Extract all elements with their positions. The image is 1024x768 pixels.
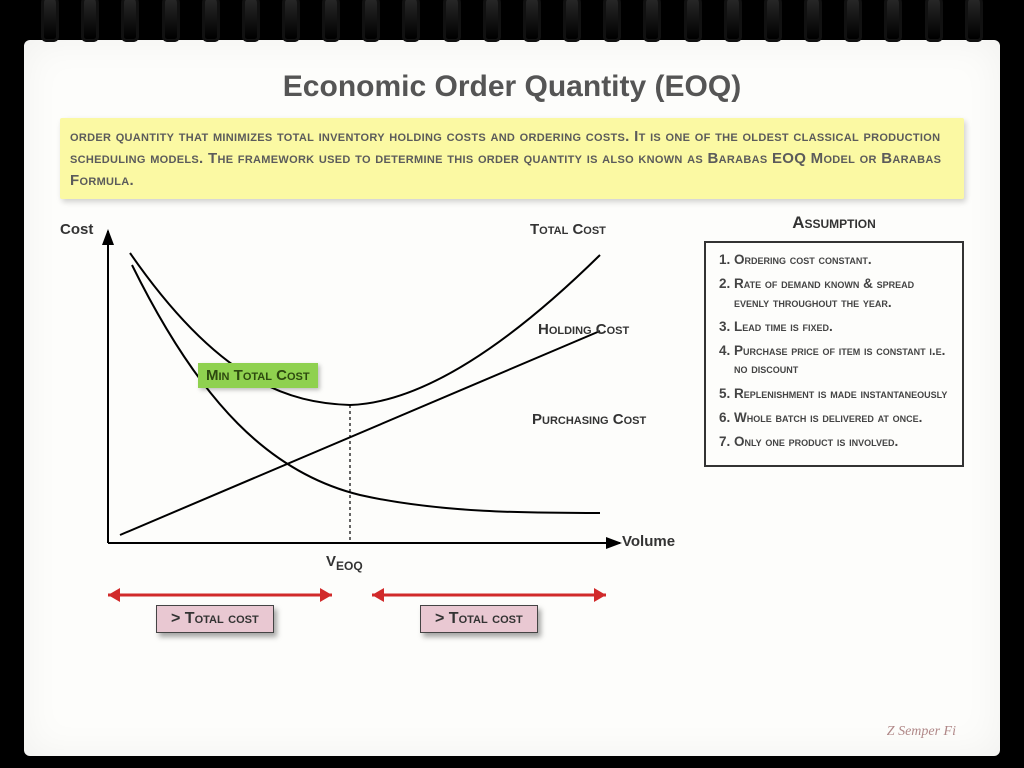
assumption-item: Replenishment is made instantaneously <box>734 385 952 403</box>
eoq-chart: Cost Volume VEOQ Min Total Cost Total Co… <box>60 213 686 643</box>
y-axis-label: Cost <box>60 221 93 238</box>
x-axis-label: Volume <box>622 533 675 550</box>
signature: Z Semper Fi <box>887 724 956 740</box>
chart-canvas <box>60 213 670 643</box>
assumption-item: Only one product is involved. <box>734 433 952 451</box>
page-title: Economic Order Quantity (EOQ) <box>60 70 964 104</box>
veoq-main: V <box>326 553 336 570</box>
assumption-item: Lead time is fixed. <box>734 318 952 336</box>
assumptions-box: Ordering cost constant. Rate of demand kn… <box>704 241 964 467</box>
total-cost-label: Total Cost <box>530 221 606 238</box>
assumption-item: Ordering cost constant. <box>734 251 952 269</box>
min-total-cost-badge: Min Total Cost <box>198 363 318 388</box>
purchasing-cost-label: Purchasing Cost <box>532 411 646 428</box>
assumptions-panel: Assumption Ordering cost constant. Rate o… <box>704 213 964 643</box>
right-range-arrow <box>360 585 618 605</box>
left-total-cost-tag: > Total cost <box>156 605 274 633</box>
veoq-sub: EOQ <box>336 559 363 573</box>
assumption-item: Whole batch is delivered at once. <box>734 409 952 427</box>
spiral-binding <box>0 0 1024 56</box>
notebook-page: Economic Order Quantity (EOQ) order quan… <box>24 40 1000 756</box>
eoq-marker-label: VEOQ <box>326 553 363 570</box>
assumptions-list: Ordering cost constant. Rate of demand kn… <box>716 251 952 451</box>
assumptions-heading: Assumption <box>704 213 964 233</box>
left-range-arrow <box>96 585 344 605</box>
holding-cost-label: Holding Cost <box>538 321 629 338</box>
definition-highlight: order quantity that minimizes total inve… <box>60 118 964 199</box>
right-total-cost-tag: > Total cost <box>420 605 538 633</box>
assumption-item: Rate of demand known & spread evenly thr… <box>734 275 952 311</box>
assumption-item: Purchase price of item is constant i.e. … <box>734 342 952 378</box>
